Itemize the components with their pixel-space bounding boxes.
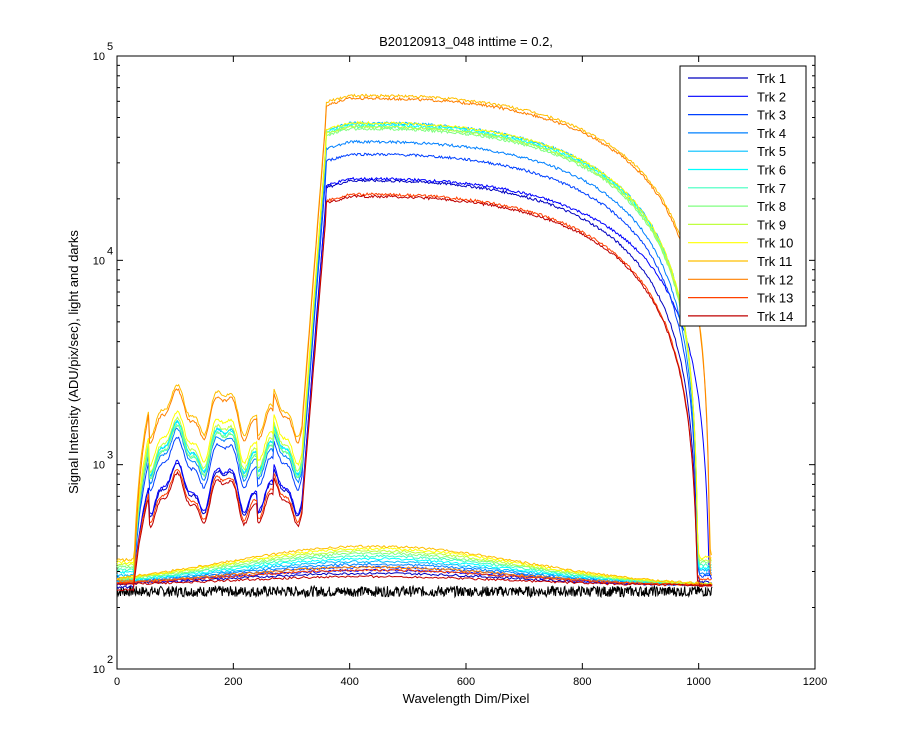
series-line-light-10 bbox=[116, 120, 712, 565]
series-line-dark-8 bbox=[116, 552, 713, 586]
series-line-dark-12 bbox=[116, 565, 713, 587]
x-tick-label: 400 bbox=[340, 676, 358, 688]
legend-label: Trk 14 bbox=[757, 309, 793, 324]
series-line-dark-10 bbox=[116, 547, 713, 586]
x-tick-label: 600 bbox=[457, 676, 475, 688]
x-tick-label: 1200 bbox=[803, 676, 827, 688]
legend-label: Trk 3 bbox=[757, 108, 786, 123]
series-line-light-9 bbox=[116, 124, 712, 567]
series-line-light-1 bbox=[116, 178, 712, 590]
series-group bbox=[116, 93, 713, 599]
x-tick-label: 200 bbox=[224, 676, 242, 688]
legend-label: Trk 10 bbox=[757, 236, 793, 251]
legend-label: Trk 12 bbox=[757, 272, 793, 287]
legend-label: Trk 1 bbox=[757, 71, 786, 86]
y-tick-exponent: 5 bbox=[107, 41, 113, 53]
series-line-light-3 bbox=[116, 152, 712, 583]
y-tick-exponent: 3 bbox=[107, 450, 113, 462]
legend-label: Trk 11 bbox=[757, 254, 792, 269]
y-axis-label: Signal Intensity (ADU/pix/sec), light an… bbox=[66, 230, 81, 494]
series-line-light-13 bbox=[116, 192, 712, 587]
x-tick-label: 800 bbox=[573, 676, 591, 688]
legend-label: Trk 6 bbox=[757, 163, 786, 178]
series-line-light-14 bbox=[116, 194, 712, 592]
chart-title: B20120913_048 inttime = 0.2, bbox=[379, 34, 553, 49]
legend-label: Trk 9 bbox=[757, 217, 786, 232]
legend-label: Trk 13 bbox=[757, 291, 793, 306]
series-line-dark-7 bbox=[116, 554, 713, 586]
y-tick-label: 10 bbox=[93, 664, 105, 676]
series-line-light-11 bbox=[116, 93, 712, 562]
legend-items: Trk 1 Trk 2 Trk 3 Trk 4 Trk 5 Trk 6 Trk 7 Trk 8… bbox=[688, 71, 793, 324]
legend-label: Trk 2 bbox=[757, 89, 786, 104]
y-tick-exponent: 2 bbox=[107, 654, 113, 666]
legend-label: Trk 4 bbox=[757, 126, 786, 141]
x-axis-label: Wavelength Dim/Pixel bbox=[403, 691, 530, 706]
legend: Trk 1 Trk 2 Trk 3 Trk 4 Trk 5 Trk 6 Trk 7 Trk 8… bbox=[679, 65, 807, 327]
legend-box bbox=[679, 65, 807, 327]
x-tick-label: 1000 bbox=[686, 676, 710, 688]
series-line-dark-13 bbox=[116, 568, 713, 587]
series-line-dark-14 bbox=[116, 574, 713, 587]
legend-label: Trk 8 bbox=[757, 199, 786, 214]
series-line-light-12 bbox=[116, 96, 712, 584]
series-line-light-4 bbox=[116, 139, 712, 580]
y-tick-label: 10 bbox=[93, 255, 105, 267]
legend-label: Trk 5 bbox=[757, 144, 786, 159]
y-tick-exponent: 4 bbox=[107, 245, 113, 257]
series-line-light-2 bbox=[116, 176, 712, 587]
y-tick-label: 10 bbox=[93, 460, 105, 472]
x-axis-ticks: 0 200 400 600 800 1000 1200 bbox=[114, 56, 827, 688]
series-line-light-8 bbox=[116, 126, 712, 570]
x-tick-label: 0 bbox=[114, 676, 120, 688]
dark-baseline-line bbox=[116, 584, 713, 599]
series-line-light-6 bbox=[116, 122, 712, 575]
y-tick-label: 10 bbox=[93, 51, 105, 63]
series-line-dark-11 bbox=[116, 544, 713, 586]
legend-label: Trk 7 bbox=[757, 181, 786, 196]
